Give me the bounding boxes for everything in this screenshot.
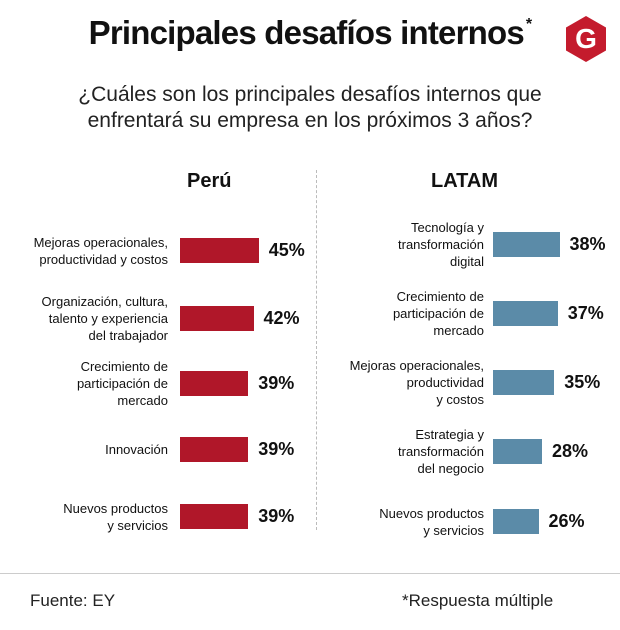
peru-category-label: Nuevos productos y servicios [63,500,168,533]
subtitle-line-2: enfrentará su empresa en los próximos 3 … [87,109,533,132]
peru-value-label: 45% [268,239,305,260]
subtitle-line-1: ¿Cuáles son los principales desafíos int… [78,83,542,106]
latam-category-label: Crecimiento de participación de mercado [392,289,484,338]
logo-hexagon [566,16,606,62]
panel-divider [316,170,317,530]
latam-bar [493,370,555,395]
latam-value-label: 37% [567,302,604,323]
latam-bar [493,301,558,326]
peru-panel-title: Perú [187,170,232,192]
title-text: Principales desafíos internos [88,14,525,51]
peru-bar [180,371,249,396]
latam-panel-title: LATAM [431,170,499,192]
peru-category-label: Innovación [105,442,168,457]
peru-bar [180,238,259,263]
multiple-answer-note: *Respuesta múltiple [402,591,554,610]
source-note: Fuente: EY [30,591,116,610]
peru-bar [180,306,254,331]
peru-category-label: Mejoras operacionales, productividad y co… [33,234,168,267]
latam-category-label: Tecnología y transformación digital [398,220,484,269]
peru-bar [180,504,249,529]
latam-category-label: Estrategia y transformación del negocio [398,427,484,476]
latam-value-label: 26% [548,510,585,531]
latam-bar [493,509,539,534]
latam-category-label: Nuevos productos y servicios [379,505,484,538]
peru-value-label: 39% [258,505,295,526]
latam-value-label: 38% [569,233,606,254]
logo-letter: G [575,23,597,54]
peru-value-label: 39% [258,372,295,393]
peru-value-label: 39% [258,438,295,459]
peru-value-label: 42% [263,307,300,328]
title-footnote-mark: * [525,16,532,33]
page-title: Principales desafíos internos * [0,14,620,52]
latam-value-label: 35% [564,371,601,392]
latam-bar [493,439,542,464]
chart-subtitle: ¿Cuáles son los principales desafíos int… [30,82,590,134]
peru-category-label: Crecimiento de participación de mercado [76,359,168,408]
latam-category-label: Mejoras operacionales, productividad y cos… [349,358,484,407]
brand-logo: G [566,16,606,62]
peru-bar [180,437,249,462]
latam-value-label: 28% [552,440,589,461]
peru-category-label: Organización, cultura, talento y experien… [41,294,168,343]
latam-bar [493,232,560,257]
footer-divider [0,573,620,574]
